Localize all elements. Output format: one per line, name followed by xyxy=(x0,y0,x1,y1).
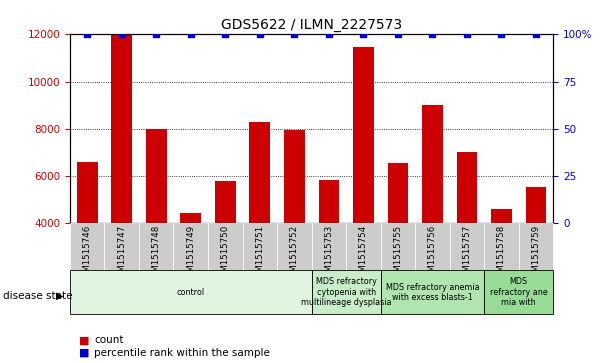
Bar xyxy=(105,223,139,270)
Text: GSM1515748: GSM1515748 xyxy=(152,225,161,283)
Bar xyxy=(457,152,477,318)
Text: GSM1515756: GSM1515756 xyxy=(428,225,437,283)
Bar xyxy=(353,48,374,318)
Text: GSM1515754: GSM1515754 xyxy=(359,225,368,283)
Bar xyxy=(284,130,305,318)
Text: disease state: disease state xyxy=(3,291,72,301)
Bar xyxy=(70,223,105,270)
Bar xyxy=(311,270,381,314)
Text: GSM1515750: GSM1515750 xyxy=(221,225,230,283)
Bar xyxy=(526,187,547,318)
Text: MDS
refractory ane
mia with: MDS refractory ane mia with xyxy=(490,277,548,307)
Text: count: count xyxy=(94,335,124,346)
Text: GSM1515755: GSM1515755 xyxy=(393,225,402,283)
Text: GSM1515752: GSM1515752 xyxy=(290,225,299,283)
Text: GSM1515753: GSM1515753 xyxy=(324,225,333,283)
Text: GSM1515749: GSM1515749 xyxy=(186,225,195,283)
Bar xyxy=(249,122,270,318)
Text: GSM1515747: GSM1515747 xyxy=(117,225,126,283)
Bar xyxy=(346,223,381,270)
Bar xyxy=(146,129,167,318)
Bar xyxy=(484,223,519,270)
Bar xyxy=(450,223,484,270)
Text: percentile rank within the sample: percentile rank within the sample xyxy=(94,348,270,358)
Text: GSM1515757: GSM1515757 xyxy=(463,225,471,283)
Bar xyxy=(519,223,553,270)
Text: ▶: ▶ xyxy=(56,291,63,301)
Text: GSM1515746: GSM1515746 xyxy=(83,225,92,283)
Bar xyxy=(422,105,443,318)
Bar xyxy=(139,223,173,270)
Bar xyxy=(381,223,415,270)
Text: control: control xyxy=(177,288,205,297)
Text: ■: ■ xyxy=(79,335,89,346)
Bar xyxy=(484,270,553,314)
Text: GSM1515751: GSM1515751 xyxy=(255,225,264,283)
Bar xyxy=(181,213,201,318)
Bar xyxy=(243,223,277,270)
Bar xyxy=(319,180,339,318)
Bar xyxy=(208,223,243,270)
Bar xyxy=(70,270,311,314)
Bar xyxy=(215,181,236,318)
Bar xyxy=(387,163,408,318)
Text: ■: ■ xyxy=(79,348,89,358)
Text: GSM1515759: GSM1515759 xyxy=(531,225,541,283)
Bar xyxy=(311,223,346,270)
Bar xyxy=(173,223,208,270)
Text: GSM1515758: GSM1515758 xyxy=(497,225,506,283)
Title: GDS5622 / ILMN_2227573: GDS5622 / ILMN_2227573 xyxy=(221,18,402,32)
Bar xyxy=(77,162,97,318)
Bar xyxy=(111,34,132,318)
Bar xyxy=(381,270,484,314)
Text: MDS refractory
cytopenia with
multilineage dysplasia: MDS refractory cytopenia with multilinea… xyxy=(301,277,392,307)
Bar xyxy=(491,209,512,318)
Bar xyxy=(277,223,311,270)
Text: MDS refractory anemia
with excess blasts-1: MDS refractory anemia with excess blasts… xyxy=(385,282,479,302)
Bar xyxy=(415,223,450,270)
